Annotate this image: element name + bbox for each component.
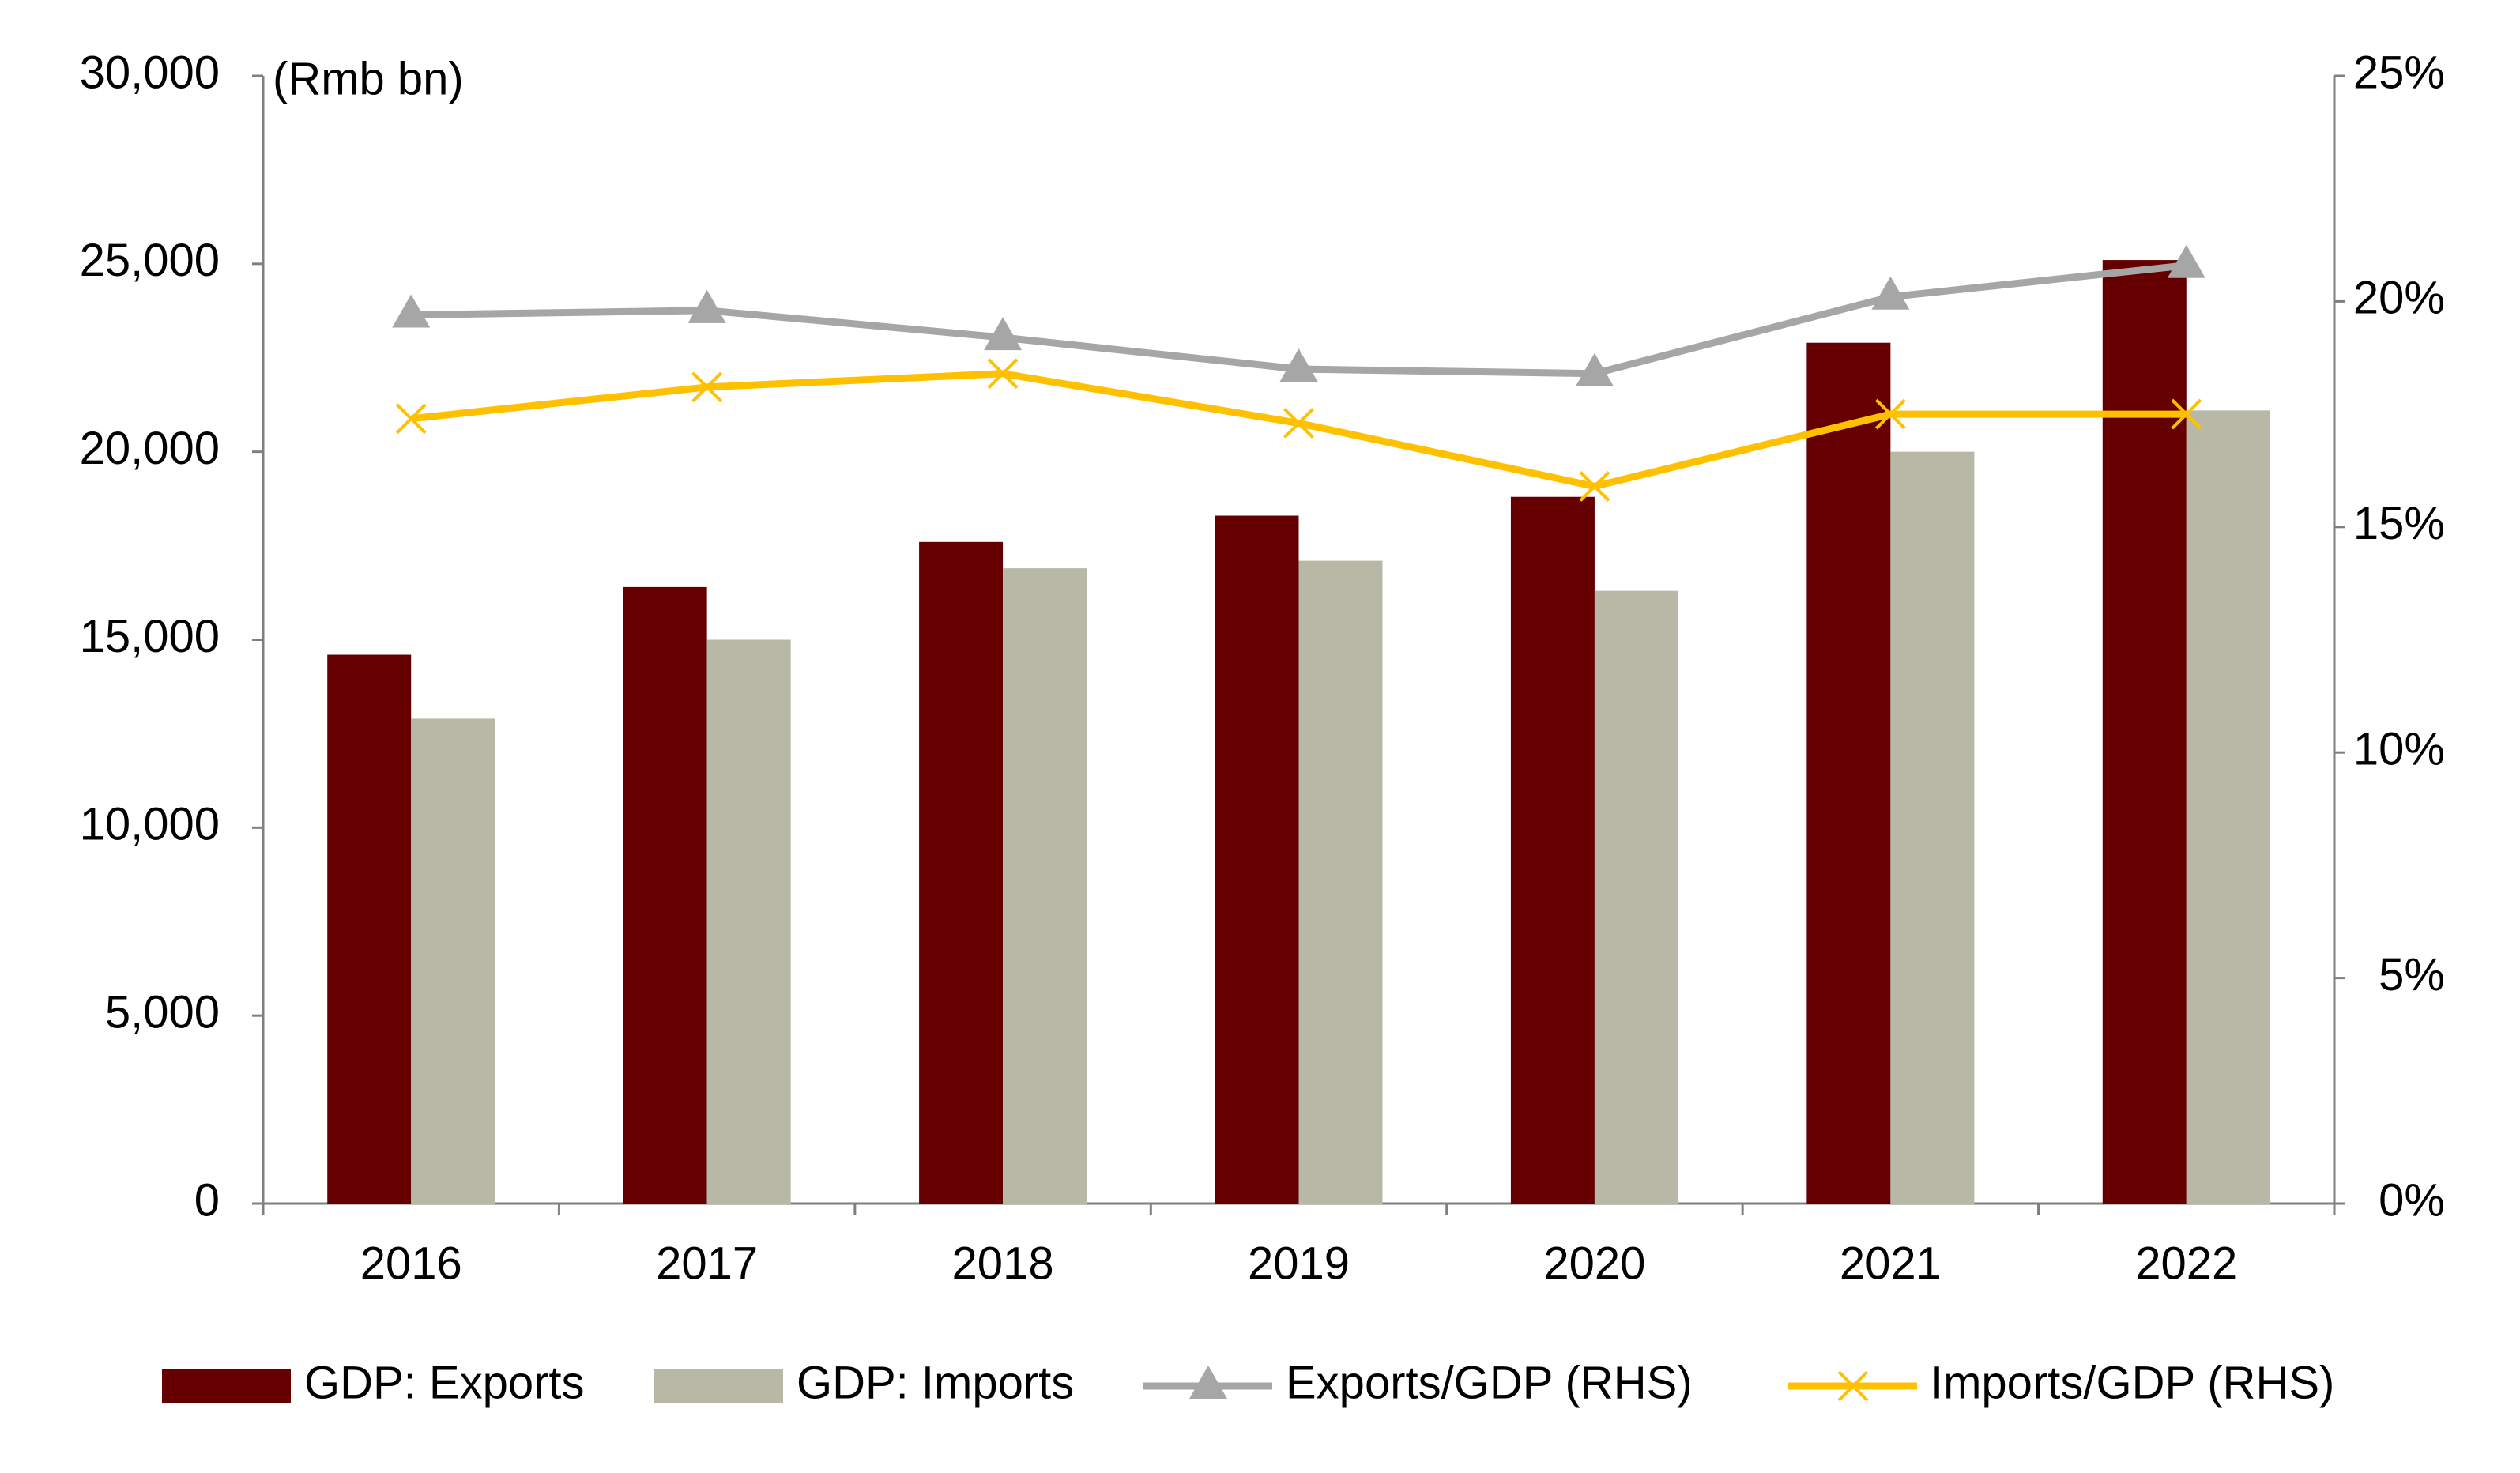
bar [2186, 410, 2270, 1204]
y2-tick-label: 20% [2353, 273, 2445, 324]
legend-label: Exports/GDP (RHS) [1286, 1357, 1693, 1408]
line-marker [987, 358, 1019, 390]
legend-label: Imports/GDP (RHS) [1930, 1357, 2334, 1408]
bar [623, 586, 707, 1204]
bar [1215, 515, 1299, 1204]
bar [327, 654, 412, 1204]
line-marker [1874, 398, 1906, 430]
legend-marker [1837, 1370, 1869, 1402]
bar [1298, 560, 1383, 1204]
line-marker [2171, 398, 2202, 430]
line-marker [395, 403, 427, 435]
y-tick-label: 5,000 [105, 986, 220, 1038]
legend-swatch [162, 1369, 291, 1403]
y2-tick-label: 5% [2379, 949, 2445, 1000]
y2-tick-label: 0% [2379, 1174, 2445, 1226]
y2-tick-label: 15% [2353, 498, 2445, 549]
x-tick-label: 2021 [1840, 1238, 1942, 1289]
line-marker [1283, 408, 1314, 439]
bar [1003, 568, 1087, 1204]
legend-label: GDP: Exports [304, 1357, 585, 1408]
line-marker [691, 371, 723, 403]
y2-tick-label: 10% [2353, 724, 2445, 775]
x-tick-label: 2022 [2135, 1238, 2237, 1289]
y2-tick-label: 25% [2353, 47, 2445, 98]
x-tick-label: 2018 [952, 1238, 1054, 1289]
y-tick-label: 15,000 [80, 611, 220, 662]
x-tick-label: 2020 [1543, 1238, 1645, 1289]
line-marker [1579, 471, 1610, 502]
legend-marker [1189, 1366, 1227, 1399]
bar [411, 718, 495, 1204]
bar [1594, 590, 1678, 1204]
y-tick-label: 25,000 [80, 235, 220, 286]
bar [1890, 451, 1975, 1204]
line-marker [392, 294, 431, 328]
line-marker [687, 289, 726, 323]
y-tick-label: 30,000 [80, 47, 220, 98]
legend-swatch [654, 1369, 783, 1403]
line-marker [984, 317, 1023, 351]
unit-annotation: (Rmb bn) [273, 53, 464, 104]
line-marker [1279, 348, 1318, 382]
line-marker [1871, 276, 1910, 310]
y-tick-label: 0 [194, 1174, 220, 1226]
y-tick-label: 10,000 [80, 799, 220, 850]
bar [1510, 496, 1595, 1204]
bar [919, 541, 1004, 1204]
x-tick-label: 2019 [1248, 1238, 1350, 1289]
bar [1806, 342, 1891, 1204]
line-marker [1575, 352, 1614, 386]
x-tick-label: 2016 [360, 1238, 462, 1289]
line-marker [2167, 244, 2205, 278]
bar [706, 639, 791, 1204]
legend-label: GDP: Imports [797, 1357, 1074, 1408]
x-tick-label: 2017 [656, 1238, 758, 1289]
y-tick-label: 20,000 [80, 423, 220, 474]
